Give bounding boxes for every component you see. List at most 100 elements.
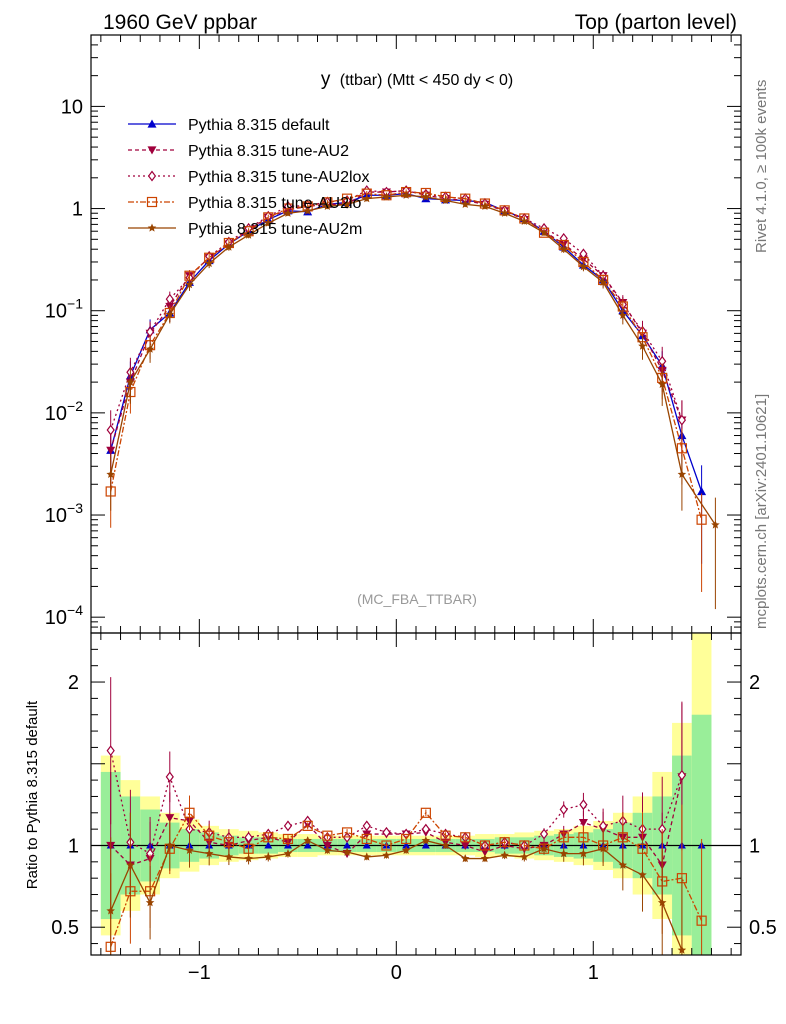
ratio-point <box>559 804 568 816</box>
ratio-point <box>302 820 313 831</box>
data-point <box>145 344 155 353</box>
ratio-point <box>382 826 391 838</box>
series-line <box>110 189 683 431</box>
ratio-point <box>323 845 332 854</box>
ratio-point <box>500 850 509 859</box>
ratio-point <box>224 852 234 861</box>
legend-marker <box>147 119 157 128</box>
ratio-point <box>559 849 568 858</box>
legend: Pythia 8.315 default Pythia 8.315 tune-AU… <box>128 117 369 238</box>
data-point <box>106 424 115 436</box>
ratio-series-3 <box>106 812 687 955</box>
data-point <box>421 192 431 201</box>
data-point <box>283 208 293 217</box>
data-point <box>362 194 371 203</box>
ratio-point <box>263 832 274 843</box>
data-point <box>204 259 214 268</box>
y-tick-exponent: −4 <box>67 602 83 618</box>
x-tick-label: 0 <box>391 962 402 984</box>
ratio-point <box>283 820 293 832</box>
ratio-point <box>106 906 115 915</box>
ratio-point <box>185 845 194 854</box>
series-0 <box>106 189 707 564</box>
ratio-point <box>322 830 333 841</box>
ratio-point <box>244 854 253 863</box>
y-tick-base: 10 <box>45 403 67 425</box>
ratio-point <box>341 827 353 838</box>
ratio-default-point <box>303 841 312 849</box>
ratio-y-tick-label: 1 <box>68 835 79 857</box>
data-point <box>559 244 568 253</box>
ratio-point <box>381 840 392 851</box>
ratio-point <box>618 860 628 869</box>
series-3 <box>105 186 707 592</box>
series-4 <box>106 190 720 610</box>
ratio-point <box>479 840 491 851</box>
ratio-point <box>441 841 450 850</box>
ratio-default-point <box>343 841 352 849</box>
ratio-point <box>460 841 470 850</box>
legend-marker <box>147 170 157 182</box>
ratio-y-tick-label-right: 0.5 <box>749 917 777 939</box>
ratio-line <box>110 776 683 867</box>
ratio-point <box>440 830 451 841</box>
ratio-point <box>165 814 175 823</box>
series-line <box>110 189 683 451</box>
mcplots-label: mcplots.cern.ch [arXiv:2401.10621] <box>753 394 770 629</box>
ratio-point <box>480 854 490 863</box>
data-point <box>165 309 175 319</box>
data-point <box>382 192 391 201</box>
ratio-point <box>282 833 294 845</box>
legend-label: Pythia 8.315 tune-AU2lox <box>188 169 369 186</box>
data-point <box>579 262 588 271</box>
data-point <box>618 310 628 319</box>
rivet-label: Rivet 4.1.0, ≥ 100k events <box>753 80 770 253</box>
data-point <box>264 218 273 227</box>
ratio-point <box>342 847 352 856</box>
ratio-point <box>578 819 588 828</box>
y-tick-label: 10−3 <box>45 500 83 527</box>
ratio-panel: −1 0 1 0.5 0.5 1 1 2 2 <box>51 632 777 984</box>
ratio-point <box>696 915 707 926</box>
ratio-point <box>578 832 589 843</box>
data-point <box>303 206 312 215</box>
data-point <box>676 443 688 454</box>
legend-marker <box>147 223 157 232</box>
ratio-default-point <box>421 841 430 849</box>
ratio-point <box>421 836 431 845</box>
y-tick-label: 10 <box>61 96 83 118</box>
ratio-point <box>539 828 549 840</box>
series-line <box>110 192 703 492</box>
y-tick-exponent: −3 <box>67 500 83 516</box>
ratio-point <box>539 844 549 853</box>
ratio-point <box>421 823 430 835</box>
data-point <box>165 293 174 305</box>
ratio-point <box>361 833 372 845</box>
ratio-line <box>110 750 683 855</box>
data-point <box>106 469 115 478</box>
y-tick-label: 1 <box>72 199 83 221</box>
data-point <box>696 514 707 525</box>
legend-label: Pythia 8.315 tune-AU2lo <box>188 195 362 212</box>
uncertainty-bands <box>100 633 712 955</box>
data-point <box>500 208 509 217</box>
data-point <box>638 341 647 350</box>
ratio-point <box>401 833 412 845</box>
ratio-point <box>204 830 215 841</box>
series-line <box>110 194 716 526</box>
legend-marker <box>147 146 157 155</box>
ratio-y-tick-label-right: 1 <box>749 835 760 857</box>
data-point <box>598 277 608 286</box>
data-point <box>381 190 392 201</box>
header-right: Top (parton level) <box>575 11 737 34</box>
ratio-y-tick-label: 0.5 <box>51 917 79 939</box>
ratio-point <box>461 854 470 863</box>
y-tick-exponent: −2 <box>67 398 83 414</box>
band-green <box>691 714 712 955</box>
data-point <box>244 230 253 239</box>
ratio-point <box>558 832 569 843</box>
data-point <box>126 377 135 386</box>
ratio-point <box>657 898 667 907</box>
ratio-point <box>677 945 687 954</box>
